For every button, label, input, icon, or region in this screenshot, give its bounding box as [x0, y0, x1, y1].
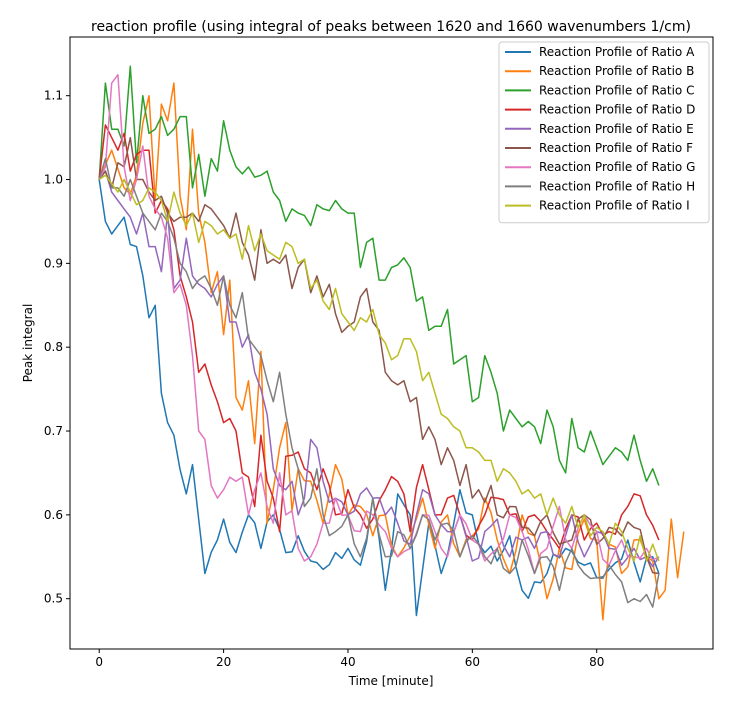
y-axis: 0.5 0.6 0.7 0.8 0.9 1.0 1.1: [44, 89, 70, 606]
series-line-reaction-profile-of-ratio-b: [98, 82, 685, 621]
series-line-reaction-profile-of-ratio-c: [98, 65, 660, 486]
series-line-reaction-profile-of-ratio-i: [98, 174, 660, 562]
legend-label-reaction-profile-of-ratio-h: Reaction Profile of Ratio H: [539, 179, 695, 193]
series-line-reaction-profile-of-ratio-g: [98, 73, 660, 575]
y-tick-label: 0.6: [44, 508, 63, 522]
chart-title: reaction profile (using integral of peak…: [91, 19, 691, 35]
y-tick-label: 0.9: [44, 256, 63, 270]
legend-label-reaction-profile-of-ratio-c: Reaction Profile of Ratio C: [539, 83, 694, 97]
series-line-reaction-profile-of-ratio-h: [98, 157, 660, 608]
x-tick-label: 60: [465, 655, 480, 669]
legend-label-reaction-profile-of-ratio-g: Reaction Profile of Ratio G: [539, 160, 695, 174]
legend-label-reaction-profile-of-ratio-f: Reaction Profile of Ratio F: [539, 141, 693, 155]
plot-frame: [69, 36, 714, 650]
legend-box: [498, 41, 710, 224]
y-tick-label: 1.1: [44, 89, 63, 103]
y-tick-label: 0.8: [44, 340, 63, 354]
legend-label-reaction-profile-of-ratio-a: Reaction Profile of Ratio A: [539, 45, 695, 59]
plot-area: [98, 65, 685, 621]
legend: Reaction Profile of Ratio A Reaction Prof…: [498, 41, 710, 224]
legend-label-reaction-profile-of-ratio-b: Reaction Profile of Ratio B: [539, 64, 694, 78]
legend-label-reaction-profile-of-ratio-i: Reaction Profile of Ratio I: [539, 199, 690, 213]
x-tick-label: 0: [95, 655, 103, 669]
x-tick-label: 40: [340, 655, 355, 669]
series-line-reaction-profile-of-ratio-a: [98, 179, 660, 617]
legend-label-reaction-profile-of-ratio-d: Reaction Profile of Ratio D: [539, 103, 695, 117]
y-axis-label: Peak integral: [21, 304, 35, 383]
legend-label-reaction-profile-of-ratio-e: Reaction Profile of Ratio E: [539, 122, 694, 136]
y-tick-label: 0.7: [44, 424, 63, 438]
y-tick-label: 0.5: [44, 592, 63, 606]
series-lines: [98, 65, 685, 621]
x-tick-label: 80: [589, 655, 604, 669]
series-line-reaction-profile-of-ratio-d: [98, 124, 660, 550]
x-axis-label: Time [minute]: [348, 674, 434, 688]
x-axis: 0 20 40 60 80: [95, 649, 604, 669]
x-tick-label: 20: [216, 655, 231, 669]
y-tick-label: 1.0: [44, 173, 63, 187]
